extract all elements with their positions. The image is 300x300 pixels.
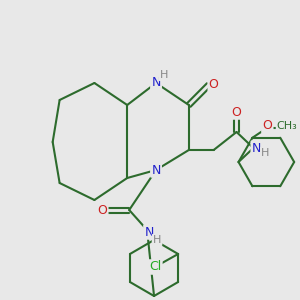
Text: O: O	[232, 106, 242, 118]
Text: O: O	[262, 119, 272, 132]
Text: CH₃: CH₃	[277, 121, 298, 131]
Text: N: N	[144, 226, 154, 238]
Text: H: H	[261, 148, 269, 158]
Text: Cl: Cl	[149, 260, 161, 274]
Text: N: N	[252, 142, 261, 154]
Text: N: N	[151, 76, 161, 89]
Text: O: O	[209, 79, 219, 92]
Text: H: H	[160, 70, 168, 80]
Text: N: N	[151, 164, 161, 176]
Text: O: O	[98, 203, 107, 217]
Text: H: H	[153, 235, 161, 245]
